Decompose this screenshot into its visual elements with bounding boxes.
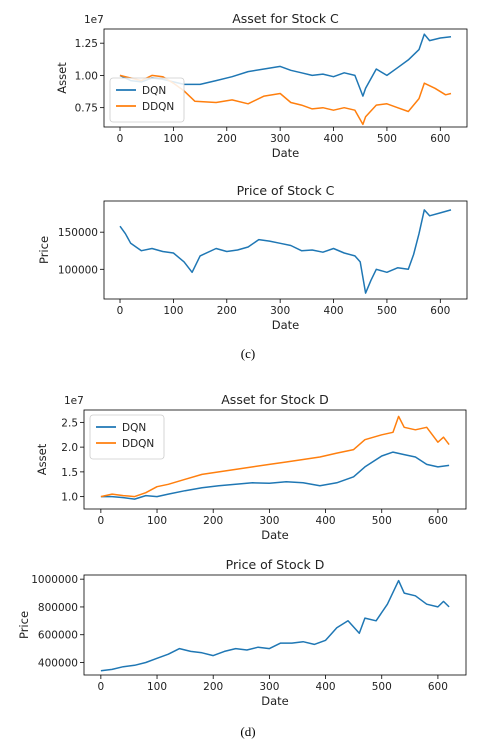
x-tick-label-price_d: 300 [259, 681, 279, 693]
y-tick-label-asset_c: 0.75 [75, 103, 98, 115]
series-line-price_c-price [119, 209, 452, 294]
y-tick-label-price_d: 600000 [38, 630, 78, 642]
x-tick-label-asset_d: 600 [428, 515, 448, 527]
x-tick-label-price_c: 400 [324, 305, 344, 317]
y-axis-label-asset_d: Asset [35, 443, 49, 475]
legend-box-asset_d [89, 414, 165, 460]
x-axis-label-price_d: Date [261, 694, 289, 708]
x-tick-label-price_d: 500 [372, 681, 392, 693]
plot-frame-price_c [103, 200, 468, 300]
y-tick-label-asset_d: 1.0 [61, 492, 78, 504]
x-tick-label-asset_c: 500 [377, 133, 397, 145]
x-tick-label-asset_c: 200 [217, 133, 237, 145]
x-tick-label-asset_d: 500 [372, 515, 392, 527]
x-tick-label-price_c: 200 [217, 305, 237, 317]
x-tick-label-asset_d: 100 [147, 515, 167, 527]
x-tick-label-price_d: 600 [428, 681, 448, 693]
x-tick-label-asset_d: 300 [259, 515, 279, 527]
x-tick-label-price_c: 500 [377, 305, 397, 317]
y-tick-label-asset_c: 1.25 [75, 38, 98, 50]
y-tick-label-asset_c: 1.00 [75, 70, 98, 82]
y-tick-label-asset_d: 1.5 [61, 467, 78, 479]
plot-frame-asset_d [83, 409, 467, 510]
x-tick-label-price_c: 300 [270, 305, 290, 317]
x-tick-label-asset_c: 100 [163, 133, 183, 145]
y-axis-label-asset_c: Asset [55, 62, 69, 94]
legend-label-asset_c-DDQN: DDQN [142, 101, 174, 113]
x-tick-label-asset_d: 200 [203, 515, 223, 527]
y-tick-label-asset_d: 2.0 [61, 442, 78, 454]
x-axis-label-asset_d: Date [261, 528, 289, 542]
x-tick-label-price_d: 400 [316, 681, 336, 693]
x-tick-label-price_d: 100 [147, 681, 167, 693]
offset-text-asset_d: 1e7 [64, 395, 84, 407]
x-axis-label-asset_c: Date [272, 146, 300, 160]
x-tick-label-price_d: 0 [98, 681, 105, 693]
series-line-price_d-price [100, 579, 450, 672]
x-axis-label-price_c: Date [272, 318, 300, 332]
legend-box-asset_c [109, 77, 185, 123]
caption-d: (d) [240, 724, 256, 739]
chart-title-asset_d: Asset for Stock D [221, 392, 329, 407]
x-tick-label-asset_c: 0 [117, 133, 124, 145]
y-tick-label-price_d: 1000000 [31, 574, 78, 586]
x-tick-label-price_c: 0 [117, 305, 124, 317]
chart-title-asset_c: Asset for Stock C [232, 11, 339, 26]
y-tick-label-price_c: 100000 [58, 264, 98, 276]
x-tick-label-price_c: 600 [430, 305, 450, 317]
offset-text-asset_c: 1e7 [84, 14, 104, 26]
caption-c: (c) [240, 346, 256, 361]
x-tick-label-price_d: 200 [203, 681, 223, 693]
series-line-asset_d-DDQN [100, 415, 450, 498]
y-axis-label-price_c: Price [37, 236, 51, 264]
chart-title-price_c: Price of Stock C [237, 183, 335, 198]
y-tick-label-price_c: 150000 [58, 227, 98, 239]
x-tick-label-asset_d: 400 [316, 515, 336, 527]
y-axis-label-price_d: Price [17, 611, 31, 639]
y-tick-label-price_d: 800000 [38, 602, 78, 614]
chart-title-price_d: Price of Stock D [226, 557, 325, 572]
legend-label-asset_d-DQN: DQN [122, 422, 146, 434]
series-line-asset_d-DQN [100, 451, 450, 500]
x-tick-label-asset_c: 400 [324, 133, 344, 145]
y-tick-label-asset_d: 2.5 [61, 417, 78, 429]
legend-label-asset_c-DQN: DQN [142, 85, 166, 97]
plot-frame-price_d [83, 574, 467, 676]
x-tick-label-asset_c: 600 [430, 133, 450, 145]
x-tick-label-asset_d: 0 [98, 515, 105, 527]
plot-frame-asset_c [103, 28, 468, 128]
legend-label-asset_d-DDQN: DDQN [122, 438, 154, 450]
x-tick-label-asset_c: 300 [270, 133, 290, 145]
x-tick-label-price_c: 100 [163, 305, 183, 317]
y-tick-label-price_d: 400000 [38, 658, 78, 670]
